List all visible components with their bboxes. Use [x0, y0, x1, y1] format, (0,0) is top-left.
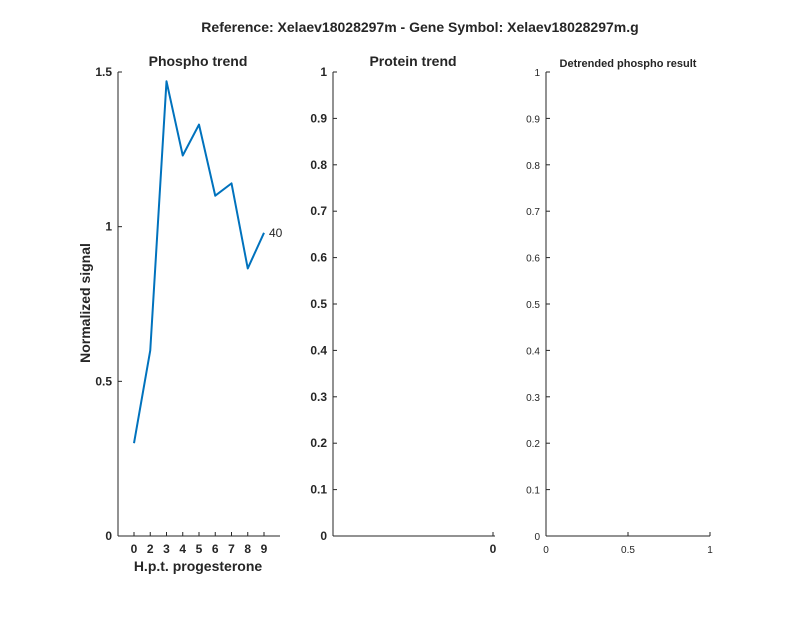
phospho-trend-title: Phospho trend	[149, 53, 248, 69]
x-tick-label: 8	[244, 542, 251, 556]
y-tick-label: 0.8	[310, 158, 327, 172]
x-tick-label: 0	[131, 542, 138, 556]
x-tick-label: 9	[261, 542, 268, 556]
detrended-plot-area: 0 0.1 0.2 0.3 0.4 0.5 0.6 0.7 0.8 0.9 1 0 0.5 1	[526, 68, 713, 556]
x-tick-label: 3	[163, 542, 170, 556]
figure-suptitle: Reference: Xelaev18028297m - Gene Symbol…	[201, 19, 638, 35]
phospho-trend-panel: Phospho trend H.p.t. progesterone Normal…	[77, 53, 283, 574]
y-tick-label: 0.6	[526, 254, 540, 265]
y-tick-label: 0.6	[310, 251, 327, 265]
phospho-plot-area: 00.511.50 2 3 4 5 6 7 8 940	[95, 65, 282, 556]
detrended-phospho-panel: Detrended phospho result 0 0.1 0.2 0.3 0.4 0.…	[526, 58, 713, 556]
protein-trend-panel: Protein trend 00.10.20.30.40.50.60.70.80…	[310, 53, 496, 556]
x-tick-label: 0	[543, 545, 549, 556]
protein-plot-area: 0 0.1 0.2 0.3 0.4 0.5 0.6 0.7 0.8 0.9 1 0	[310, 65, 496, 556]
y-tick-label: 0.5	[310, 297, 327, 311]
y-tick-label: 0.7	[526, 207, 540, 218]
y-tick-label: 0.7	[310, 204, 327, 218]
y-tick-label: 1	[534, 68, 540, 79]
x-tick-label: 4	[179, 542, 186, 556]
x-tick-label: 6	[212, 542, 219, 556]
phospho-y-axis-label: Normalized signal	[77, 243, 93, 363]
y-tick-label: 0.2	[310, 436, 327, 450]
y-tick-label: 0	[105, 529, 112, 543]
x-tick-label: 0	[490, 542, 497, 556]
y-tick-label: 0.5	[526, 300, 540, 311]
protein-trend-title: Protein trend	[369, 53, 456, 69]
y-tick-label: 0	[534, 532, 540, 543]
x-tick-label: 1	[707, 545, 713, 556]
y-tick-label: 0.4	[310, 343, 327, 357]
y-tick-label: 0.1	[310, 483, 327, 497]
x-tick-label: 7	[228, 542, 235, 556]
y-tick-label: 0.9	[526, 114, 540, 125]
phospho-x-axis-label: H.p.t. progesterone	[134, 558, 263, 574]
y-tick-label: 0.8	[526, 161, 540, 172]
y-tick-label: 0	[320, 529, 327, 543]
y-tick-label: 0.3	[526, 393, 540, 404]
y-tick-label: 0.2	[526, 439, 540, 450]
series-end-label: 40	[269, 226, 283, 240]
y-tick-label: 0.3	[310, 390, 327, 404]
y-tick-label: 1	[105, 220, 112, 234]
x-tick-label: 0.5	[621, 545, 635, 556]
y-tick-label: 0.1	[526, 486, 540, 497]
x-tick-label: 5	[196, 542, 203, 556]
detrended-phospho-title: Detrended phospho result	[560, 58, 697, 70]
phospho-series-line	[133, 80, 265, 444]
y-tick-label: 1.5	[95, 65, 112, 79]
y-tick-label: 0.9	[310, 111, 327, 125]
x-tick-label: 2	[147, 542, 154, 556]
y-tick-label: 1	[320, 65, 327, 79]
y-tick-label: 0.5	[95, 374, 112, 388]
y-tick-label: 0.4	[526, 346, 540, 357]
